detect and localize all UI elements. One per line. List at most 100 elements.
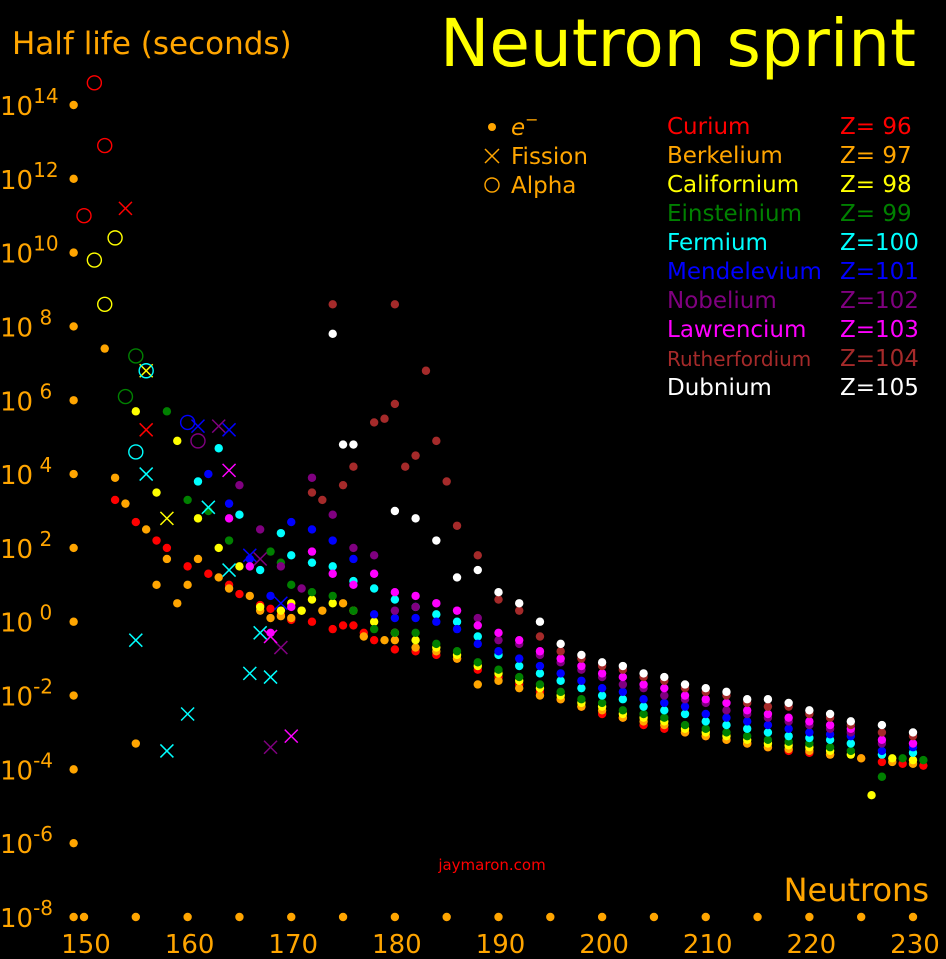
fission-point xyxy=(242,666,257,681)
watermark-text: jaymaron.com xyxy=(437,856,545,874)
decay-point xyxy=(328,624,337,634)
x-tick-label: 190 xyxy=(476,930,526,959)
y-tick-exponent: 14 xyxy=(33,84,58,108)
decay-point xyxy=(494,676,503,685)
decay-point xyxy=(380,635,389,645)
decay-point xyxy=(162,543,172,553)
decay-point xyxy=(784,724,793,733)
decay-point xyxy=(432,610,441,619)
decay-point xyxy=(473,565,482,575)
decay-point xyxy=(515,599,524,608)
decay-point xyxy=(287,602,296,612)
decay-point xyxy=(597,912,607,922)
y-tick-label: 10-2 xyxy=(0,675,53,713)
decay-point xyxy=(328,329,337,339)
legend-element-z: Z= 99 xyxy=(840,201,912,227)
fission-point xyxy=(128,633,143,648)
fission-point xyxy=(139,422,154,437)
decay-point xyxy=(805,706,814,715)
decay-point xyxy=(908,739,918,748)
decay-point xyxy=(660,713,669,722)
decay-point xyxy=(401,462,410,471)
decay-point xyxy=(846,739,856,748)
decay-point xyxy=(193,477,203,486)
decay-point xyxy=(856,754,866,763)
decay-point xyxy=(390,635,400,645)
decay-point xyxy=(369,624,379,634)
fission-point xyxy=(180,706,195,722)
decay-point xyxy=(328,300,337,309)
decay-point xyxy=(877,746,887,756)
legend-cross-marker xyxy=(484,148,500,164)
decay-point xyxy=(722,728,731,737)
decay-point xyxy=(763,720,773,730)
decay-point xyxy=(494,912,503,922)
y-tick-exponent: -2 xyxy=(33,675,53,699)
decay-point xyxy=(173,436,182,446)
decay-point xyxy=(390,506,400,516)
legend-element-z: Z=102 xyxy=(840,288,919,314)
x-tick-label: 160 xyxy=(165,930,215,959)
decay-point xyxy=(214,573,223,582)
decay-point xyxy=(701,724,710,733)
decay-point xyxy=(307,488,317,497)
decay-point xyxy=(338,440,348,449)
fission-point xyxy=(211,419,226,434)
decay-point xyxy=(307,617,317,626)
decay-point xyxy=(432,436,441,446)
decay-point xyxy=(701,695,710,704)
fission-point xyxy=(273,596,288,611)
alpha-point xyxy=(97,296,113,313)
decay-point xyxy=(680,680,690,689)
decay-point xyxy=(432,617,441,626)
y-tick-exponent: 6 xyxy=(33,379,52,403)
x-tick-label: 150 xyxy=(61,930,111,959)
decay-point xyxy=(255,565,265,575)
decay-point xyxy=(110,473,120,482)
decay-point xyxy=(618,680,628,689)
decay-point xyxy=(266,547,275,556)
decay-point xyxy=(152,536,161,545)
decay-point xyxy=(597,691,607,700)
decay-point xyxy=(805,728,814,737)
decay-point xyxy=(380,414,389,423)
decay-point xyxy=(639,702,648,711)
decay-point xyxy=(173,599,182,608)
alpha-point xyxy=(76,208,92,224)
decay-point xyxy=(888,754,897,763)
decay-point xyxy=(369,610,379,619)
decay-point xyxy=(494,628,503,637)
decay-point xyxy=(877,720,887,730)
decay-point xyxy=(473,551,482,560)
x-axis-ticks: 150 160 170 180 190 200 210 220 230 xyxy=(61,930,940,959)
fission-point xyxy=(263,670,278,685)
decay-point xyxy=(535,617,545,626)
alpha-point xyxy=(117,388,134,405)
decay-point xyxy=(131,407,141,416)
decay-point xyxy=(369,584,379,593)
decay-point xyxy=(411,635,420,645)
decay-point xyxy=(597,683,607,693)
decay-point xyxy=(141,525,151,534)
decay-point xyxy=(577,650,586,660)
x-tick-label: 180 xyxy=(372,930,422,959)
decay-point xyxy=(722,706,731,715)
decay-point xyxy=(307,588,317,597)
decay-point xyxy=(359,632,368,641)
fission-point xyxy=(253,625,268,640)
decay-point xyxy=(908,912,918,922)
decay-point xyxy=(297,584,306,593)
decay-point xyxy=(597,669,607,678)
decay-point xyxy=(618,687,628,697)
decay-point xyxy=(369,551,379,560)
decay-point xyxy=(235,562,244,571)
decay-point xyxy=(743,706,752,715)
decay-point xyxy=(183,562,192,571)
decay-point xyxy=(597,698,607,708)
decay-point xyxy=(432,639,441,649)
decay-point xyxy=(307,473,317,482)
decay-point xyxy=(494,647,503,656)
decay-point xyxy=(494,588,503,597)
